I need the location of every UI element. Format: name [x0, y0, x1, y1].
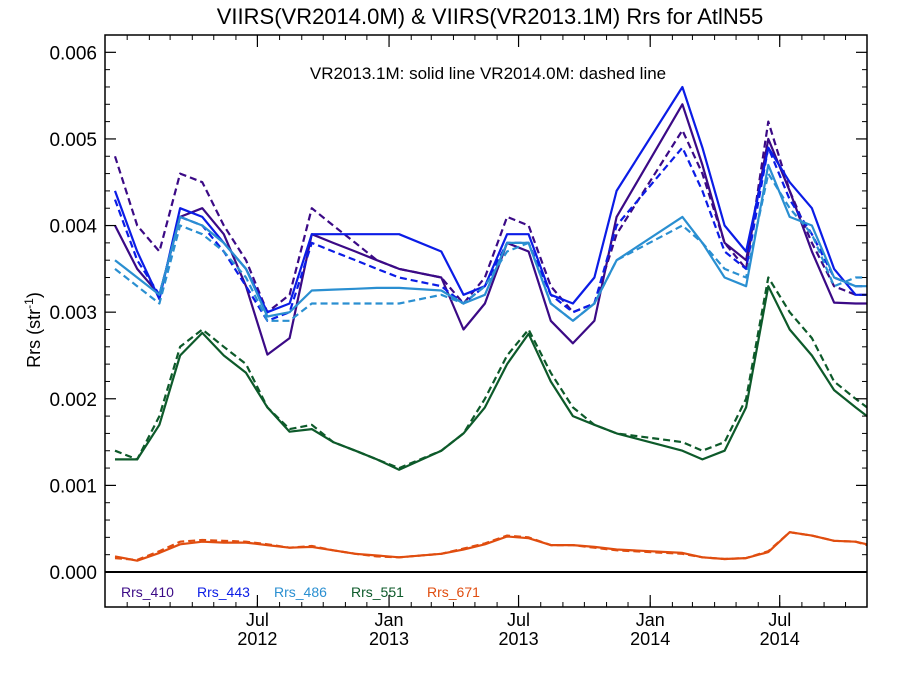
y-axis-label-superscript: -1 — [22, 298, 36, 309]
series-line-rrs_486-dashed — [114, 172, 867, 322]
legend-item-rrs_410: Rrs_410 — [121, 584, 174, 600]
x-tick-month: Jan — [375, 610, 404, 630]
y-tick-label: 0.006 — [49, 43, 97, 64]
legend: Rrs_410 Rrs_443 Rrs_486 Rrs_551 Rrs_671 — [121, 584, 480, 600]
y-tick-label: 0.000 — [49, 563, 97, 584]
ticks-layer: 0.0000.0010.0020.0030.0040.0050.006Jul20… — [49, 34, 867, 649]
x-tick-month: Jul — [768, 610, 791, 630]
legend-item-rrs_443: Rrs_443 — [197, 584, 250, 600]
x-tick-year: 2013 — [369, 629, 409, 649]
x-tick-year: 2014 — [760, 629, 800, 649]
y-tick-label: 0.002 — [49, 390, 97, 411]
y-tick-label: 0.005 — [49, 130, 97, 151]
series-line-rrs_443-dashed — [113, 146, 867, 322]
x-tick-month: Jan — [636, 610, 665, 630]
y-tick-label: 0.004 — [49, 217, 97, 238]
x-tick-year: 2013 — [499, 629, 539, 649]
series-line-rrs_551-solid — [115, 285, 868, 471]
y-axis-label-main: Rrs (str — [24, 309, 44, 368]
chart-title: VIIRS(VR2014.0M) & VIIRS(VR2013.1M) Rrs … — [217, 4, 764, 29]
line-style-annotation: VR2013.1M: solid line VR2014.0M: dashed … — [310, 64, 666, 83]
y-axis-label-end: ) — [24, 292, 44, 298]
x-tick-year: 2012 — [237, 629, 277, 649]
series-layer — [113, 85, 868, 562]
y-tick-label: 0.003 — [49, 303, 97, 324]
x-tick-month: Jul — [507, 610, 530, 630]
x-tick-month: Jul — [246, 610, 269, 630]
series-line-rrs_551-dashed — [114, 276, 868, 470]
svg-text:Rrs (str-1): Rrs (str-1) — [22, 292, 44, 368]
y-tick-label: 0.001 — [49, 476, 97, 497]
series-line-rrs_671-dashed — [114, 531, 868, 562]
legend-item-rrs_486: Rrs_486 — [274, 584, 327, 600]
legend-item-rrs_551: Rrs_551 — [351, 584, 404, 600]
x-tick-year: 2014 — [630, 629, 670, 649]
plot-frame — [104, 34, 868, 608]
legend-item-rrs_671: Rrs_671 — [427, 584, 480, 600]
y-axis-label: Rrs (str-1) — [22, 292, 44, 368]
